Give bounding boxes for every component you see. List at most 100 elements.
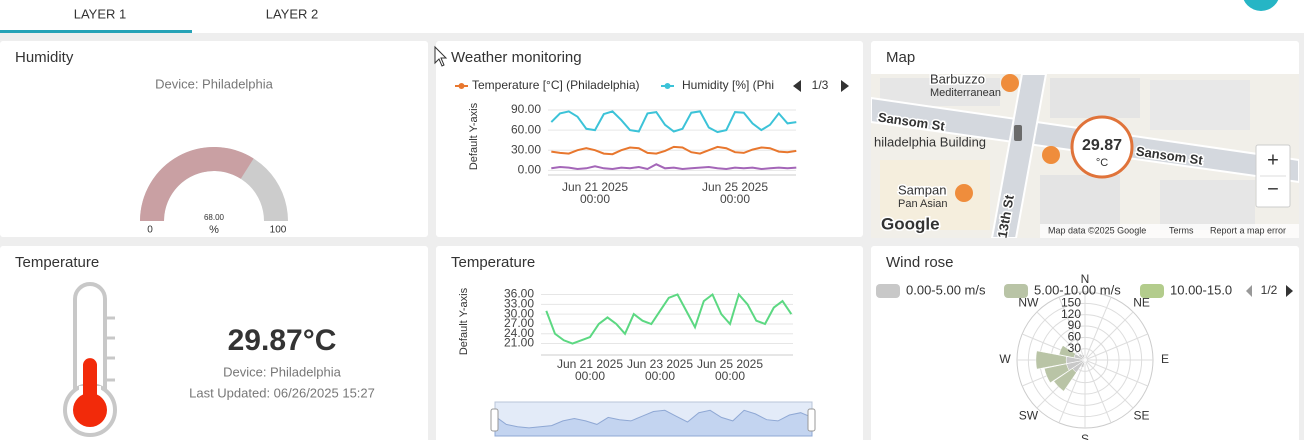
tab-bar [0,0,1304,33]
radial-tick-label: 60 [1068,330,1082,344]
polar-spoke [1084,333,1149,361]
thermometer [63,282,117,437]
gauge-min: 0 [147,225,153,236]
legend: Temperature [°C] (Philadelphia) Humidity … [455,78,774,92]
legend-prev[interactable] [1246,285,1252,297]
y-tick-label: 21.00 [504,336,534,350]
y-tick-label: 33.00 [504,297,534,311]
poi-icon [955,184,973,202]
marker-value: 29.87 [1082,137,1122,154]
place-name: Barbuzzo [930,71,985,86]
x-tick-label: Jun 25 2025 [697,357,763,371]
card-title: Humidity [15,49,74,66]
y-axis-label: Default Y-axis [458,287,470,355]
card-title: Wind rose [886,254,954,271]
x-tick-label: 00:00 [580,192,610,206]
place-name: Sampan [898,182,946,197]
zoom-in[interactable]: + [1267,149,1279,171]
x-tick-label: 00:00 [715,369,745,383]
legend-dot [664,83,671,89]
polar-spoke [1084,359,1112,424]
wind-sector [1053,368,1077,392]
gauge-value [140,146,254,221]
legend-dot [458,83,465,89]
polar-spoke [1084,359,1134,409]
y-tick-label: 27.00 [504,316,534,330]
y-tick-label: 24.00 [504,326,534,340]
building [1160,180,1255,230]
traffic-light [1014,125,1022,141]
card-titles: Humidity Weather monitoring Map Temperature… [15,49,954,271]
poi-icon [1001,74,1019,92]
tab[interactable]: LAYER 1 [74,6,127,21]
polar-spoke [1084,311,1134,361]
legend-next[interactable] [841,80,849,92]
temperature-widget: 29.87°C Device: Philadelphia Last Updated:… [83,324,375,410]
direction-label: E [1161,352,1169,366]
series-line [551,163,797,171]
gauge-unit: % [209,224,219,236]
radial-tick-label: 120 [1061,307,1081,321]
series-line [550,110,797,134]
tab[interactable]: LAYER 2 [266,6,319,21]
humidity-gauge: Device: Philadelphia 68.00% 0 100 [140,76,288,236]
wind-sector [1044,363,1070,384]
poi-icon [1042,146,1060,164]
radial-tick-label: 90 [1068,318,1082,332]
y-tick-label: 90.00 [511,102,541,116]
direction-label: N [1081,272,1090,286]
x-tick-label: 00:00 [720,192,750,206]
navigator-handle[interactable] [807,408,816,432]
card-title: Temperature [15,254,99,271]
road [990,74,1048,238]
building [1150,80,1250,130]
legend-next[interactable] [1286,285,1293,297]
wind-sector [1081,354,1086,361]
radial-tick-label: 150 [1061,296,1081,310]
card [436,41,863,237]
y-tick-label: 30.00 [504,306,534,320]
last-updated: Last Updated: 06/26/2025 15:27 [189,385,375,400]
y-tick-label: 0.00 [518,162,542,176]
zoom-out[interactable]: − [1267,178,1279,200]
navigator-handle[interactable] [490,408,499,432]
map-footer-text[interactable]: Terms [1169,225,1194,235]
x-tick-label: 00:00 [575,369,605,383]
navigator-area [494,409,813,437]
legend-swatch [876,284,900,298]
fab-button[interactable] [1242,0,1280,11]
direction-label: S [1081,432,1089,440]
direction-label: NW [1018,296,1039,310]
legend-label: 10.00-15.0 [1170,282,1232,297]
mouse-cursor [434,45,448,67]
place-sub: Pan Asian [898,198,948,210]
building [1050,78,1140,118]
legend-label: 5.00-10.00 m/s [1034,282,1121,297]
device-label: Device: Philadelphia [155,76,274,91]
legend-label: Humidity [%] (Phi [682,78,774,92]
wind-sector [1078,353,1086,361]
gauge-max: 100 [270,225,287,236]
y-tick-label: 60.00 [511,122,541,136]
building-label: hiladelphia Building [874,134,986,149]
x-tick-label: 00:00 [645,369,675,383]
thermometer-mercury [83,358,97,410]
legend-prev[interactable] [793,80,801,92]
map-logo: Google [881,214,940,233]
map-footer-text[interactable]: Report a map error [1210,225,1286,235]
direction-label: W [999,352,1011,366]
polar-spoke [1058,359,1086,424]
polar-spoke [1084,296,1112,361]
active-tab-underline [0,30,192,33]
x-tick-label: Jun 23 2025 [627,357,693,371]
legend-swatch [1140,284,1164,298]
x-tick-label: Jun 21 2025 [557,357,623,371]
marker-unit: °C [1096,157,1108,169]
series-line [545,292,793,345]
card-title: Map [886,49,915,66]
legend-page: 1/2 [1261,283,1278,297]
